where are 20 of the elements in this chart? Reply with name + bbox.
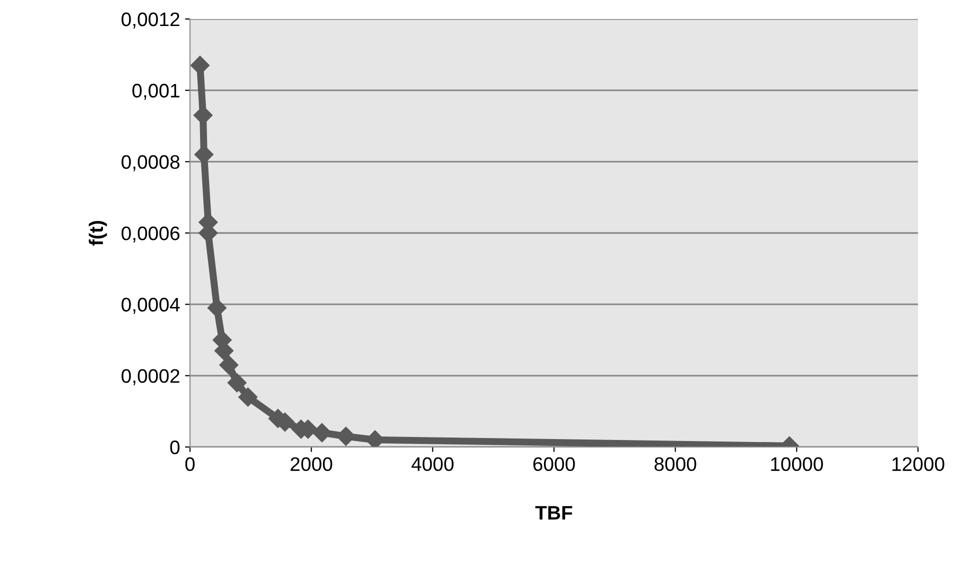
point (219, 355, 238, 374)
y-tick-label: 0,001 (132, 84, 180, 100)
x-tick-label: 10000 (771, 457, 823, 472)
y-tick-label: 0,0006 (122, 226, 180, 243)
x-tick-label: 6000 (533, 457, 575, 472)
point (312, 423, 332, 442)
y-tick-label: 0 (170, 440, 180, 454)
x-tick-label: 2000 (290, 457, 332, 472)
y-tick-label: 0,0004 (122, 298, 180, 314)
x-tick-label: 12000 (892, 457, 944, 472)
y-axis-title: f(t) (88, 221, 107, 246)
y-tick-label: 0,0008 (122, 155, 180, 172)
x-tick-label: 4000 (411, 457, 454, 472)
point (227, 373, 247, 392)
point (238, 388, 258, 407)
x-tick-label: 8000 (654, 457, 696, 472)
y-tick-label: 0,0012 (122, 12, 180, 29)
y-tick-label: 0,0002 (122, 369, 180, 386)
x-axis-title: TBF (535, 506, 572, 520)
x-tick-label: 0 (185, 457, 195, 472)
